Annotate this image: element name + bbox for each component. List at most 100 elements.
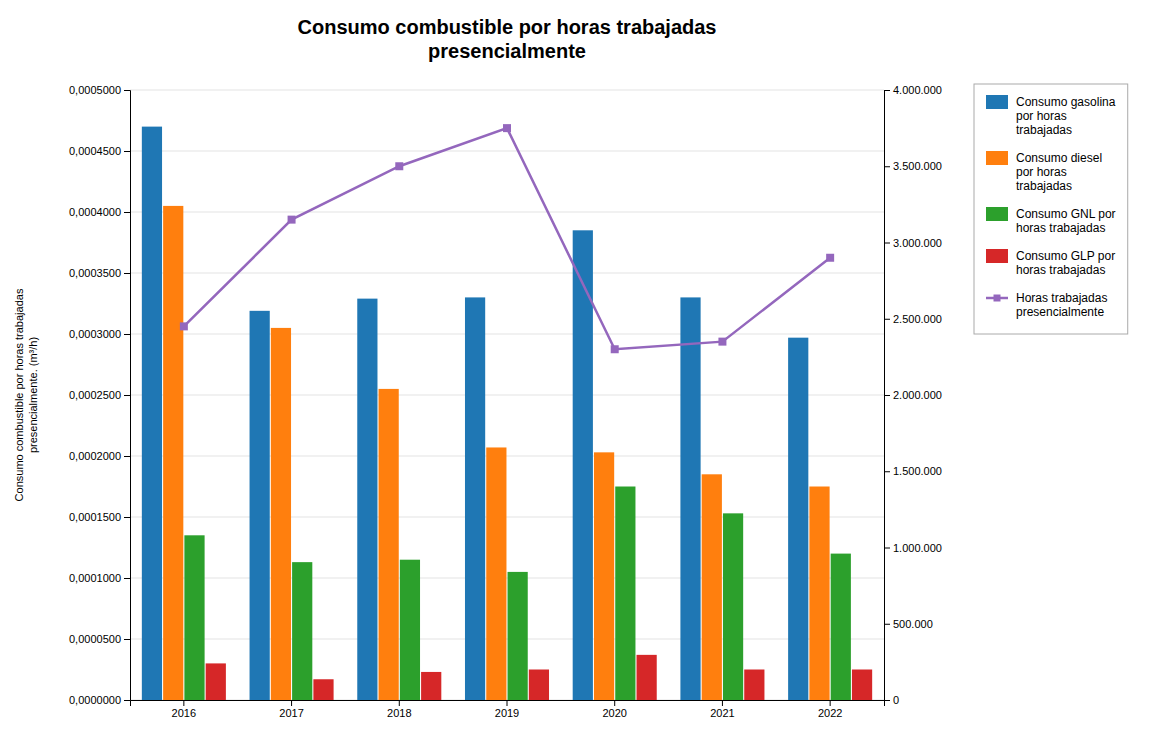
legend-label: Consumo dieselpor horastrabajadas [1016, 151, 1102, 193]
grid-line [130, 639, 884, 640]
tick: 1.500.000 [884, 465, 942, 477]
tick-mark [614, 700, 615, 706]
chart: 2016 2017 2018 2019 2020 2021 2022 0,0000000 0,0… [0, 0, 1164, 750]
tick-mark [124, 517, 130, 518]
text-line: presencialmente [1016, 305, 1104, 319]
tick: 2019 [495, 700, 519, 719]
axis-title: Consumo combustible por horas trabajadas… [13, 288, 39, 501]
tick-mark [183, 700, 184, 706]
tick-mark [124, 578, 130, 579]
grid-line [130, 395, 884, 396]
bar [723, 513, 743, 700]
tick-mark [124, 395, 130, 396]
plot: 2016 2017 2018 2019 2020 2021 2022 0,0000000 0,0… [69, 84, 942, 719]
text-line: trabajadas [1016, 123, 1072, 137]
tick-label: 2016 [172, 707, 196, 719]
text-line: Consumo diesel [1016, 151, 1102, 165]
tick-label: 2.500.000 [893, 313, 942, 325]
tick-mark [830, 700, 831, 706]
marker [288, 216, 296, 224]
legend-swatch [986, 207, 1008, 221]
tick-mark [884, 90, 890, 91]
bar [379, 389, 399, 700]
marker [718, 338, 726, 346]
bar [680, 297, 700, 700]
tick-mark [124, 212, 130, 213]
tick-mark [722, 700, 723, 706]
tick: 0,0001000 [69, 572, 130, 584]
bar [292, 562, 312, 700]
tick-label: 0 [893, 694, 899, 706]
tick: 2022 [818, 700, 842, 719]
legend-entry: Horas trabajadaspresencialmente [986, 291, 1107, 319]
legend-swatch [986, 95, 1008, 109]
tick-mark [884, 395, 890, 396]
tick: 0,0000500 [69, 633, 130, 645]
legend-entry: Consumo gasolinapor horastrabajadas [986, 95, 1116, 137]
bar [615, 487, 635, 700]
legend-label: Consumo GLP porhoras trabajadas [1016, 249, 1115, 277]
tick: 2021 [710, 700, 734, 719]
bar-series [206, 655, 872, 700]
tick-label: 0,0005000 [69, 84, 121, 96]
tick-mark [124, 334, 130, 335]
tick-mark [124, 456, 130, 457]
tick: 0,0002500 [69, 389, 130, 401]
marker [826, 254, 834, 262]
legend-swatch [986, 249, 1008, 263]
tick-label: 2022 [818, 707, 842, 719]
bar [421, 672, 441, 700]
axis-line [131, 701, 885, 707]
tick: 0,0000000 [69, 694, 130, 706]
title: Consumo combustible por horas trabajadas… [298, 16, 717, 62]
tick-label: 1.500.000 [893, 465, 942, 477]
tick-label: 2020 [602, 707, 626, 719]
tick: 0,0004000 [69, 206, 130, 218]
grid-line [130, 517, 884, 518]
marker [611, 345, 619, 353]
marks [142, 124, 872, 700]
legend-frame [974, 84, 1128, 334]
tick-mark [884, 166, 890, 167]
text-line: presencialmente. (m³/h) [27, 337, 39, 453]
grid-line [130, 334, 884, 335]
tick-label: 0,0000000 [69, 694, 121, 706]
tick-label: 0,0000500 [69, 633, 121, 645]
legend-swatch [986, 151, 1008, 165]
grid-line [130, 212, 884, 213]
tick-label: 4.000.000 [893, 84, 942, 96]
bar [809, 487, 829, 700]
tick: 0,0001500 [69, 511, 130, 523]
tick-mark [884, 624, 890, 625]
text-line: Consumo gasolina [1016, 95, 1116, 109]
marker [180, 322, 188, 330]
tick-mark [124, 639, 130, 640]
grid-line [130, 151, 884, 152]
text-line: Consumo GLP por [1016, 249, 1115, 263]
line-series [180, 124, 834, 353]
axis: 0500.0001.000.0001.500.0002.000.0002.500… [884, 84, 942, 706]
tick: 0,0004500 [69, 145, 130, 157]
legend-swatch [994, 295, 1001, 302]
tick-label: 2019 [495, 707, 519, 719]
bar [594, 452, 614, 700]
bar [357, 299, 377, 700]
tick-mark [124, 273, 130, 274]
legend: Consumo gasolinapor horastrabajadasConsu… [974, 84, 1128, 334]
tick: 2.500.000 [884, 313, 942, 325]
tick-label: 0,0004000 [69, 206, 121, 218]
legend-entry: Consumo GLP porhoras trabajadas [986, 249, 1115, 277]
bar [529, 670, 549, 700]
legend-label: Consumo gasolinapor horastrabajadas [1016, 95, 1116, 137]
bar [400, 560, 420, 700]
tick-label: 2017 [279, 707, 303, 719]
legend-entry: Consumo dieselpor horastrabajadas [986, 151, 1102, 193]
tick-label: 3.000.000 [893, 237, 942, 249]
bar [486, 447, 506, 700]
tick: 2018 [387, 700, 411, 719]
line [184, 128, 830, 349]
grid-line [130, 456, 884, 457]
legend-label: Consumo GNL porhoras trabajadas [1016, 207, 1116, 235]
tick-mark [884, 700, 890, 701]
bar [206, 663, 226, 700]
